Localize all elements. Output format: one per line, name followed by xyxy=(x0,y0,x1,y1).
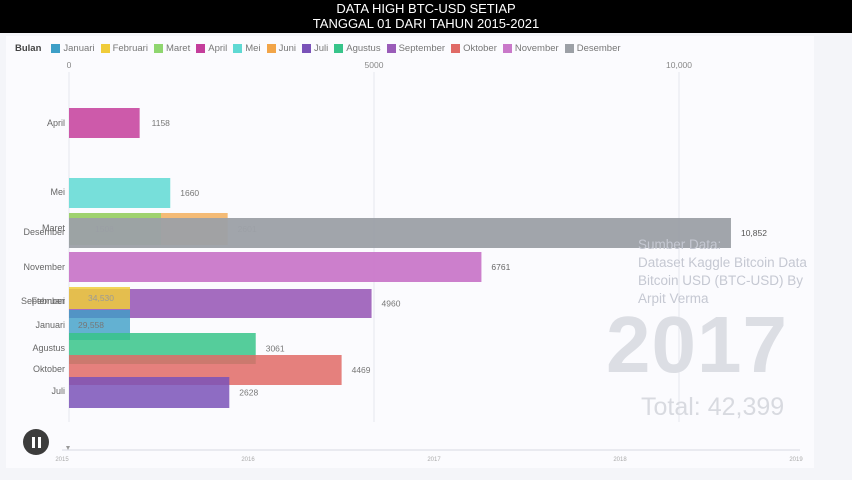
legend-label: Oktober xyxy=(463,42,497,54)
x-tick-label: 0 xyxy=(67,60,72,70)
data-label: 3061 xyxy=(266,344,285,354)
legend-label: Desember xyxy=(576,42,621,54)
category-label: April xyxy=(47,118,65,128)
legend-item-februari[interactable]: Februari xyxy=(100,42,148,54)
legend-item-desember[interactable]: Desember xyxy=(564,42,621,54)
legend-swatch xyxy=(302,43,311,53)
data-label: 4960 xyxy=(382,299,401,309)
legend-item-maret[interactable]: Maret xyxy=(153,42,191,54)
data-label: 10,852 xyxy=(741,228,767,238)
source-line: Bitcoin USD (BTC-USD) By xyxy=(638,273,804,288)
bar-februari xyxy=(69,287,130,309)
data-label: 6761 xyxy=(491,262,510,272)
pause-icon xyxy=(37,436,41,448)
legend-swatch xyxy=(266,43,276,53)
x-tick-label: 5000 xyxy=(365,60,384,70)
legend: Bulan Januari Februari Maret April Mei Juni Ju… xyxy=(15,41,627,55)
pause-icon xyxy=(31,436,35,448)
legend-swatch xyxy=(502,43,512,53)
legend-label: Mei xyxy=(245,42,261,54)
legend-label: Juni xyxy=(278,42,296,54)
source-line: Dataset Kaggle Bitcoin Data xyxy=(638,255,807,270)
category-label: Januari xyxy=(35,320,65,330)
data-label: 1660 xyxy=(180,188,199,198)
pause-button[interactable] xyxy=(23,429,49,455)
legend-label: Agustus xyxy=(346,42,381,54)
total-label: Total: 42,399 xyxy=(641,393,785,421)
category-label: Februari xyxy=(31,296,65,306)
legend-label: November xyxy=(514,42,559,54)
legend-item-oktober[interactable]: Oktober xyxy=(451,43,497,54)
category-label: Agustus xyxy=(32,343,65,353)
bar-desember xyxy=(69,218,731,248)
category-label: November xyxy=(23,262,65,272)
legend-swatch xyxy=(386,43,396,53)
data-label: 29,558 xyxy=(78,320,104,330)
legend-swatch xyxy=(564,43,574,53)
bar-april xyxy=(69,108,140,138)
chart-title: DATA HIGH BTC-USD SETIAP xyxy=(336,1,516,16)
title-bar: DATA HIGH BTC-USD SETIAP TANGGAL 01 DARI… xyxy=(0,0,852,33)
category-label: Maret xyxy=(42,223,66,233)
legend-label: Januari xyxy=(63,42,95,54)
data-label: 1158 xyxy=(152,118,171,128)
legend-item-juni[interactable]: Juni xyxy=(266,42,296,54)
legend-item-juli[interactable]: Juli xyxy=(302,43,328,54)
legend-item-januari[interactable]: Januari xyxy=(51,42,95,54)
legend-item-mei[interactable]: Mei xyxy=(233,42,261,54)
source-line: Arpit Verma xyxy=(638,291,709,306)
timeline-tick-label: 2016 xyxy=(241,457,255,463)
bar-november xyxy=(69,252,482,282)
legend-title: Bulan xyxy=(15,42,42,54)
legend-item-november[interactable]: November xyxy=(502,42,559,54)
x-tick-label: 10,000 xyxy=(666,60,692,70)
source-line: Sumber Data: xyxy=(638,237,722,252)
legend-label: September xyxy=(398,42,446,54)
timeline-tick-label: 2015 xyxy=(55,457,69,463)
legend-swatch xyxy=(51,43,61,53)
legend-swatch xyxy=(196,43,206,53)
legend-item-april[interactable]: April xyxy=(196,43,227,54)
category-label: Juli xyxy=(51,386,65,396)
source-watermark: Sumber Data: Dataset Kaggle Bitcoin Data… xyxy=(638,236,828,308)
legend-label: Maret xyxy=(165,42,191,54)
data-label: 2628 xyxy=(239,388,258,398)
legend-swatch xyxy=(334,43,344,53)
category-label: Mei xyxy=(50,187,65,197)
legend-item-september[interactable]: September xyxy=(386,42,446,54)
legend-label: April xyxy=(208,42,228,54)
current-year-label: 2017 xyxy=(606,300,788,389)
timeline-tick-label: 2017 xyxy=(427,457,441,463)
legend-swatch xyxy=(153,43,163,53)
legend-item-agustus[interactable]: Agustus xyxy=(334,42,381,54)
timeline-tick-label: 2019 xyxy=(789,457,803,463)
legend-label: Juli xyxy=(314,42,329,54)
legend-swatch xyxy=(451,43,461,53)
timeline-marker-icon xyxy=(66,446,70,450)
bar-mei xyxy=(69,178,171,208)
legend-swatch xyxy=(100,43,110,53)
chart-subtitle: TANGGAL 01 DARI TAHUN 2015-2021 xyxy=(312,16,540,31)
timeline-tick-label: 2018 xyxy=(613,457,627,463)
legend-label: Februari xyxy=(112,42,148,54)
category-label: Desember xyxy=(23,227,65,237)
data-label: 34,530 xyxy=(88,293,114,303)
data-label: 4469 xyxy=(352,365,371,375)
category-label: September xyxy=(21,296,65,306)
legend-swatch xyxy=(233,43,243,53)
category-label: Oktober xyxy=(33,364,65,374)
bar-juli xyxy=(69,377,230,408)
